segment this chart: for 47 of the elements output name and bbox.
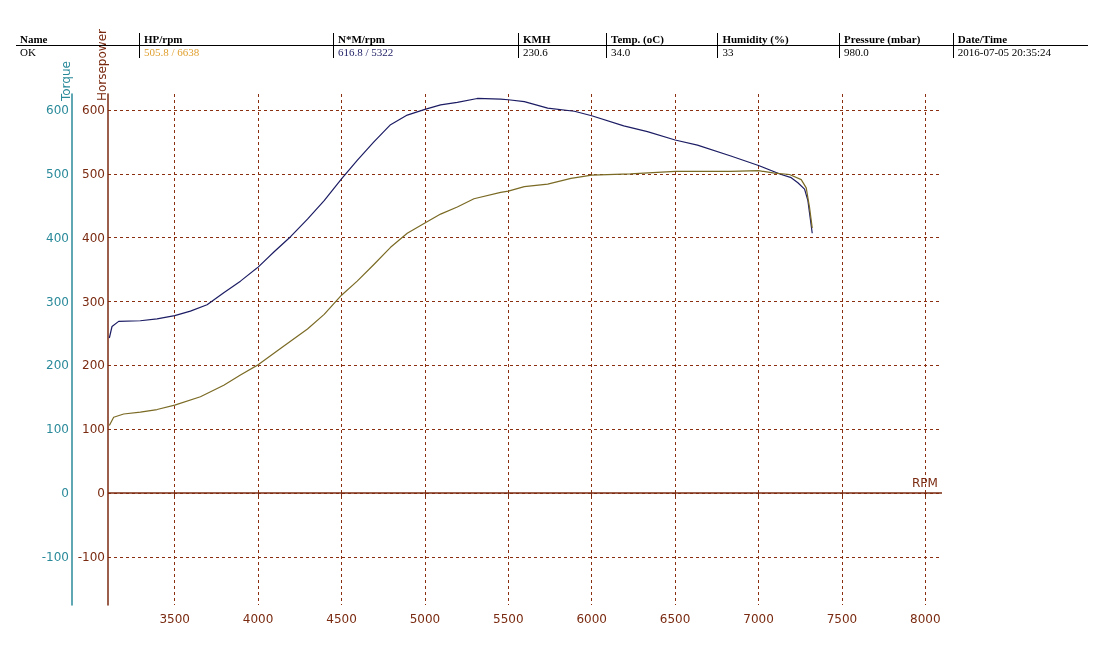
text: OK	[20, 46, 36, 58]
y2-axis-title: Horsepower	[95, 28, 109, 102]
text: 2016-07-05 20:35:24	[953, 45, 1088, 58]
x-tick-label: 6500	[659, 612, 691, 626]
y-axis-title: Torque	[59, 61, 73, 103]
text: 33	[717, 45, 840, 58]
y2-tick-label: 200	[82, 358, 105, 373]
x-tick-label: 5500	[493, 612, 524, 626]
y-tick-label: 200	[46, 358, 69, 373]
text: Humidity (%)	[717, 33, 840, 46]
y2-tick-label: 0	[97, 486, 105, 501]
y-tick-label: 400	[46, 230, 69, 245]
x-tick-label: 8000	[910, 612, 941, 626]
x-tick-label: 3500	[159, 612, 190, 626]
text: HP/rpm	[139, 33, 334, 46]
y-tick-label: 600	[46, 102, 69, 117]
text: 505.8 / 6638	[139, 45, 334, 58]
text: KMH	[518, 33, 607, 46]
y2-tick-label: 600	[82, 102, 105, 117]
y2-tick-label: -100	[77, 550, 105, 565]
x-tick-label: 4500	[326, 612, 357, 626]
x-tick-label: 5000	[409, 612, 441, 626]
text: 616.8 / 5322	[333, 45, 519, 58]
line-series	[108, 170, 813, 427]
y-tick-label: -100	[41, 550, 69, 565]
x-tick-label: 7000	[743, 612, 774, 626]
y-tick-label: 0	[61, 486, 69, 501]
y-tick-label: 300	[46, 294, 69, 309]
text: Pressure (mbar)	[839, 33, 954, 46]
x-tick-label: 6000	[576, 612, 607, 626]
text: 34.0	[606, 45, 718, 58]
y2-tick-label: 300	[82, 294, 105, 309]
line-series	[108, 97, 813, 339]
text: Date/Time	[953, 33, 1088, 46]
text: Name	[20, 33, 48, 45]
text: 980.0	[839, 45, 954, 58]
y2-tick-label: 100	[82, 422, 105, 437]
x-tick-label: 7500	[826, 612, 858, 626]
x-axis-title: RPM	[912, 476, 938, 491]
y-tick-label: 500	[46, 166, 69, 181]
y2-tick-label: 400	[82, 230, 105, 245]
y2-tick-label: 500	[82, 166, 105, 181]
x-tick-label: 4000	[242, 612, 274, 626]
text: Temp. (oC)	[606, 33, 718, 46]
text: 230.6	[518, 45, 607, 58]
y-tick-label: 100	[46, 422, 69, 437]
text: N*M/rpm	[333, 33, 519, 46]
